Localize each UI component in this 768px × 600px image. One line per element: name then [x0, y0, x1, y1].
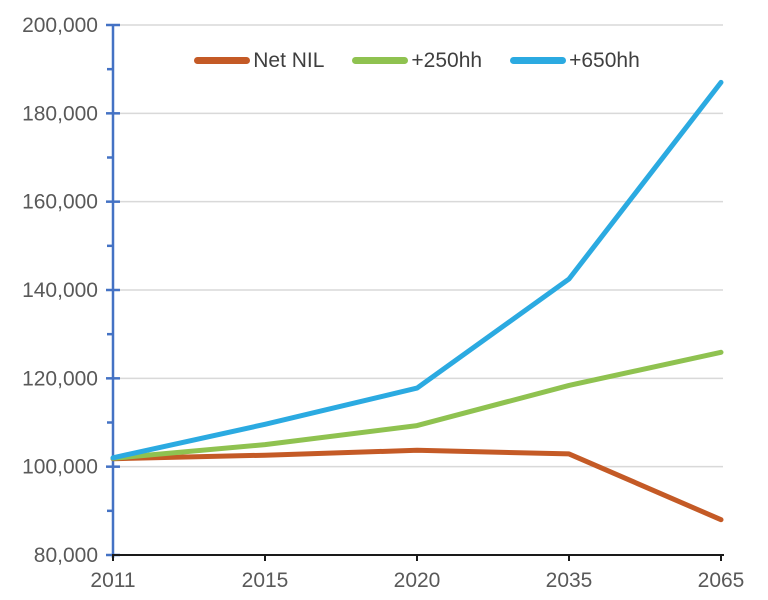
legend-item-250hh[interactable]: +250hh — [352, 50, 482, 71]
legend-swatch-650hh — [510, 57, 567, 64]
chart-legend: Net NIL +250hh +650hh — [113, 50, 721, 71]
legend-swatch-net-nil — [194, 57, 251, 64]
y-axis-tick-label: 80,000 — [34, 544, 98, 567]
legend-label-net-nil: Net NIL — [253, 49, 325, 72]
legend-swatch-250hh — [352, 57, 409, 64]
x-axis-tick-label: 2015 — [242, 569, 289, 592]
series-line-net-nil — [110, 447, 724, 523]
x-axis-tick-label: 2065 — [698, 569, 745, 592]
x-axis-tick-label: 2035 — [546, 569, 593, 592]
legend-label-250hh: +250hh — [411, 49, 483, 72]
legend-label-650hh: +650hh — [569, 49, 640, 72]
y-axis-tick-label: 180,000 — [22, 102, 98, 125]
x-axis-tick-label: 2011 — [90, 569, 135, 592]
legend-item-650hh[interactable]: +650hh — [510, 50, 640, 71]
legend-item-net-nil[interactable]: Net NIL — [194, 50, 324, 71]
y-axis-tick-label: 140,000 — [22, 279, 98, 302]
y-axis-tick-label: 200,000 — [22, 14, 98, 37]
series-line--650hh — [110, 79, 724, 461]
series-line--250hh — [110, 349, 724, 461]
y-axis-tick-label: 120,000 — [22, 367, 98, 390]
y-axis-tick-label: 100,000 — [22, 456, 98, 479]
x-axis-tick-label: 2020 — [394, 569, 441, 592]
y-axis-tick-label: 160,000 — [22, 191, 98, 214]
